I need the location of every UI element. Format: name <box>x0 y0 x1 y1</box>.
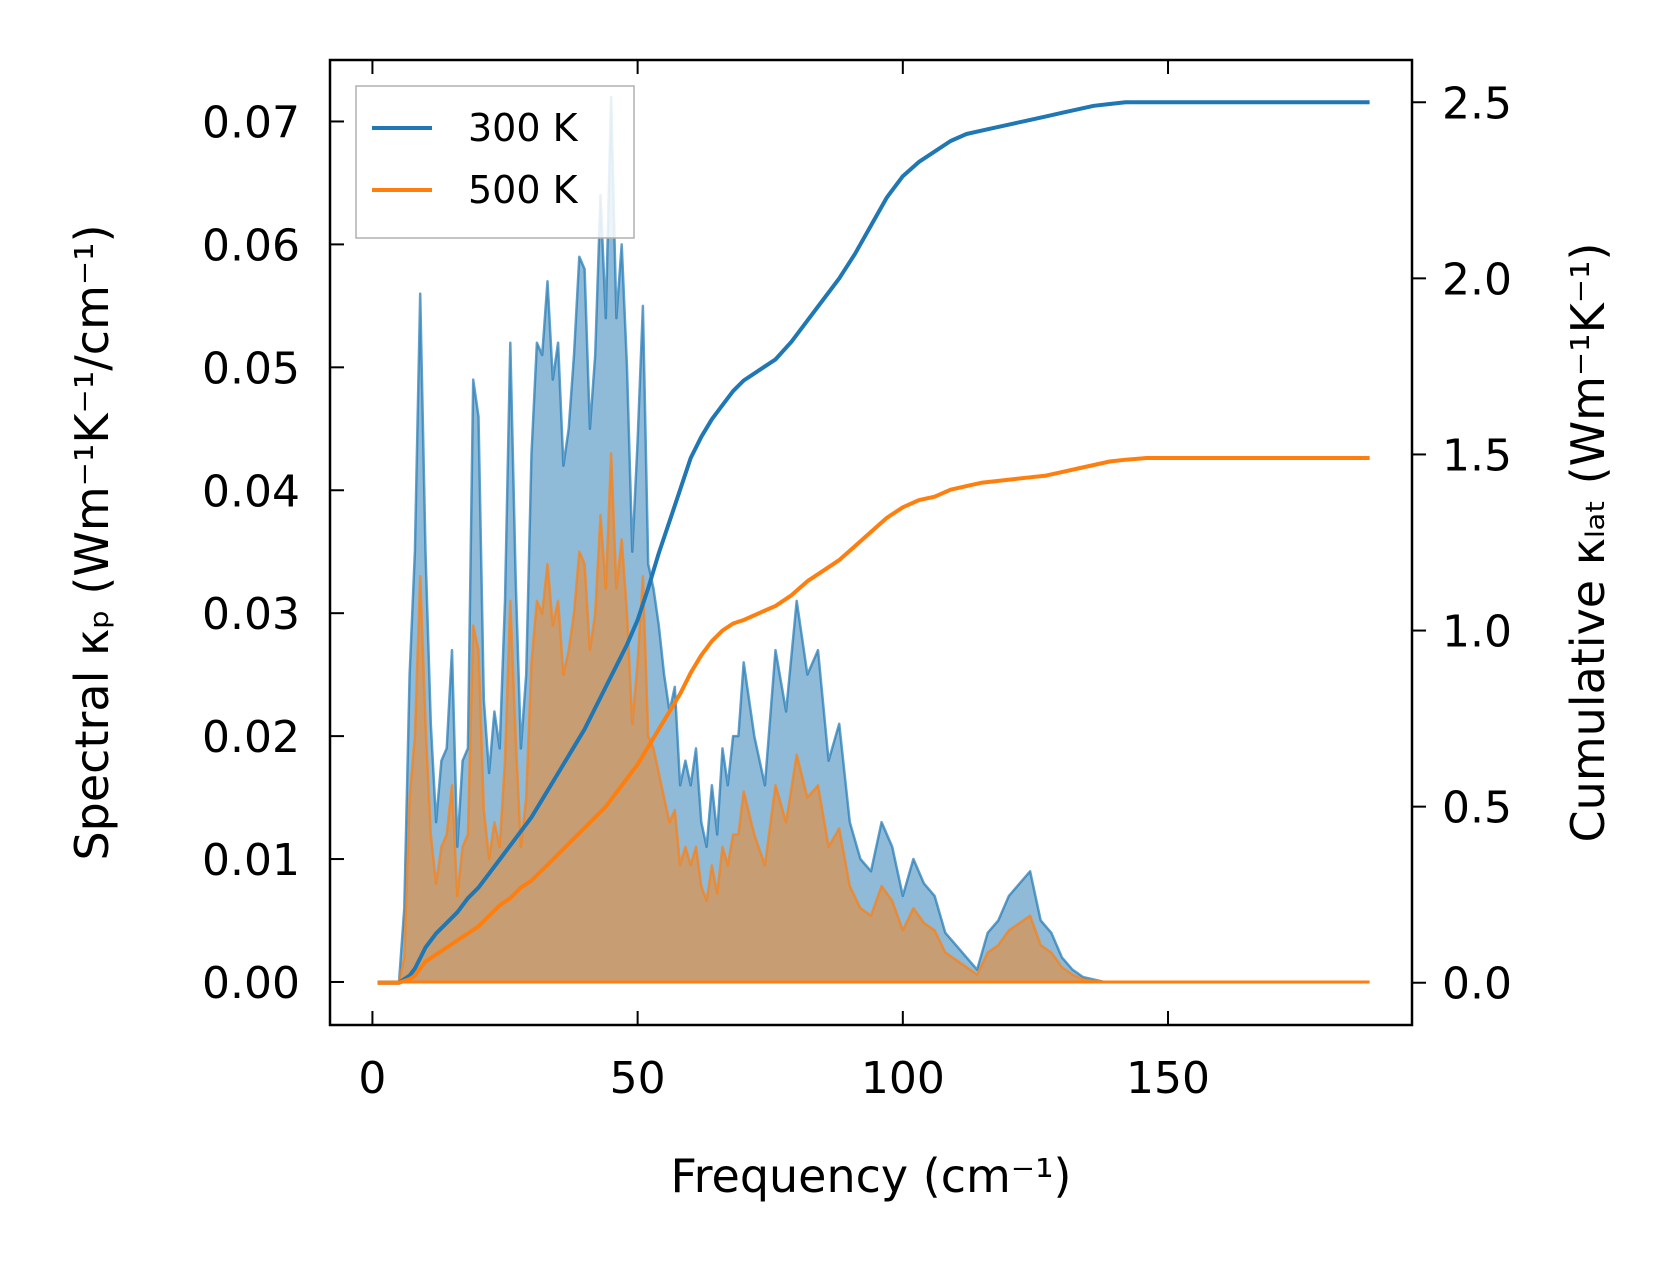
x-tick-label: 50 <box>610 1053 666 1104</box>
y-axis-left-label: Spectral κₚ (Wm⁻¹K⁻¹/cm⁻¹) <box>65 224 119 860</box>
y-right-tick-label: 1.0 <box>1442 607 1512 658</box>
x-axis-label: Frequency (cm⁻¹) <box>671 1149 1072 1203</box>
y-right-tick-label: 0.0 <box>1442 959 1512 1010</box>
y-left-tick-label: 0.01 <box>202 835 300 886</box>
plot-area <box>377 95 1370 985</box>
y-left-tick-label: 0.04 <box>202 466 300 517</box>
y-right-tick-label: 2.5 <box>1442 78 1512 129</box>
spectral-line-500k <box>377 452 1126 984</box>
y-right-tick-label: 0.5 <box>1442 783 1512 834</box>
y-left-tick-label: 0.00 <box>202 958 300 1009</box>
y-left-tick-label: 0.07 <box>202 97 300 148</box>
legend: 300 K 500 K <box>355 85 635 239</box>
cumulative-line-300k <box>377 100 1370 985</box>
axes-frame <box>328 58 1414 1027</box>
x-tick-label: 0 <box>358 1053 386 1104</box>
y-axis-right-label: Cumulative κₗₐₜ (Wm⁻¹K⁻¹) <box>1561 243 1615 843</box>
legend-label-500k: 500 K <box>468 168 579 212</box>
y-left-tick-label: 0.06 <box>202 220 300 271</box>
y-left-tick-label: 0.05 <box>202 343 300 394</box>
y-left-tick-label: 0.02 <box>202 712 300 763</box>
cumulative-line-500k <box>377 456 1370 985</box>
y-right-tick-label: 2.0 <box>1442 254 1512 305</box>
axis-ticks: 0 50 100 150 0.00 0.01 0.02 0.03 0.04 0.05 0.06 0.0… <box>202 60 1512 1104</box>
y-right-tick-label: 1.5 <box>1442 430 1512 481</box>
legend-box <box>355 85 635 239</box>
spectral-line-300k <box>377 95 1126 984</box>
x-tick-label: 150 <box>1126 1053 1210 1104</box>
legend-label-300k: 300 K <box>468 106 579 150</box>
y-left-tick-label: 0.03 <box>202 589 300 640</box>
x-tick-label: 100 <box>861 1053 945 1104</box>
